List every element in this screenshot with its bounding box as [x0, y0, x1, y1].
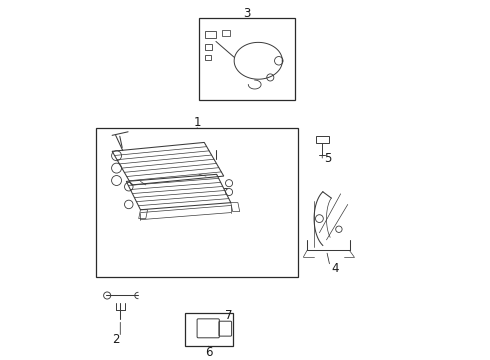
Text: 6: 6: [205, 346, 212, 359]
Text: 3: 3: [243, 6, 250, 19]
Bar: [205, 44, 212, 50]
Bar: [185, 312, 233, 346]
Bar: [222, 31, 230, 36]
Bar: [205, 31, 216, 38]
Text: 1: 1: [194, 116, 201, 129]
Text: 7: 7: [225, 309, 233, 322]
Bar: [199, 18, 294, 100]
Bar: [316, 136, 329, 144]
Bar: [96, 128, 298, 277]
Text: 2: 2: [112, 333, 120, 346]
Text: 4: 4: [332, 262, 339, 275]
Text: 5: 5: [324, 152, 332, 165]
Bar: [205, 55, 211, 60]
